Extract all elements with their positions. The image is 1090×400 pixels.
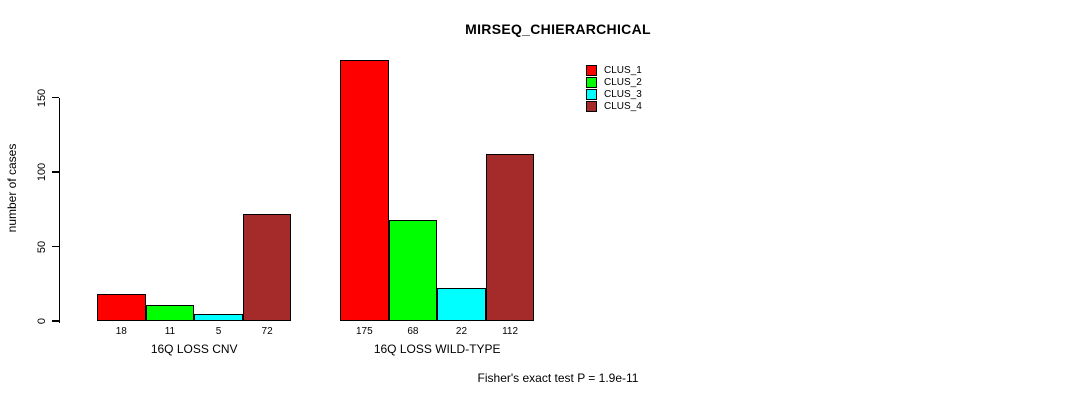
legend-row: CLUS_2: [586, 76, 642, 88]
y-tick-mark: [52, 96, 59, 99]
legend-row: CLUS_4: [586, 100, 642, 112]
y-axis-line: [58, 97, 60, 323]
bar-value-label: 5: [215, 326, 222, 337]
legend: CLUS_1 CLUS_2 CLUS_3 CLUS_4: [586, 64, 642, 112]
y-axis-label: number of cases: [5, 143, 19, 233]
legend-label: CLUS_3: [604, 88, 642, 100]
bar-value-label: 11: [164, 326, 176, 337]
bar-value-label: 72: [261, 326, 273, 337]
legend-swatch-clus_3: [586, 88, 597, 100]
y-tick-label: 100: [36, 162, 48, 182]
bar-value-label: 18: [115, 326, 127, 337]
bar-clus_1-1: [97, 294, 146, 321]
legend-row: CLUS_1: [586, 64, 642, 76]
chart-title: MIRSEQ_CHIERARCHICAL: [465, 21, 651, 37]
bar-clus_4-2: [485, 154, 535, 321]
y-tick-mark: [52, 245, 59, 248]
bar-clus_1-2: [340, 60, 389, 321]
legend-row: CLUS_3: [586, 88, 642, 100]
bar-value-label: 68: [407, 326, 419, 337]
legend-label: CLUS_4: [604, 100, 642, 112]
bar-value-label: 175: [355, 326, 373, 337]
bar-value-label: 112: [502, 326, 519, 337]
caption: Fisher's exact test P = 1.9e-11: [477, 371, 639, 385]
legend-label: CLUS_1: [604, 64, 642, 76]
bar-value-label: 22: [455, 326, 468, 337]
y-tick-mark: [52, 320, 59, 322]
bar-clus_4-1: [242, 213, 292, 321]
legend-swatch-clus_2: [586, 76, 597, 88]
bar-clus_2-2: [388, 219, 438, 321]
group-label: 16Q LOSS WILD-TYPE: [373, 342, 501, 356]
y-tick-label: 150: [36, 88, 48, 107]
legend-swatch-clus_4: [586, 100, 597, 112]
y-tick-mark: [52, 171, 59, 173]
legend-label: CLUS_2: [604, 76, 642, 88]
y-tick-label: 50: [36, 240, 48, 253]
group-label: 16Q LOSS CNV: [150, 342, 238, 356]
legend-swatch-clus_1: [586, 64, 597, 76]
bar-clus_3-1: [194, 313, 243, 321]
bar-clus_3-2: [437, 288, 486, 321]
bar-clus_2-1: [145, 304, 195, 321]
y-tick-label: 0: [36, 317, 48, 325]
